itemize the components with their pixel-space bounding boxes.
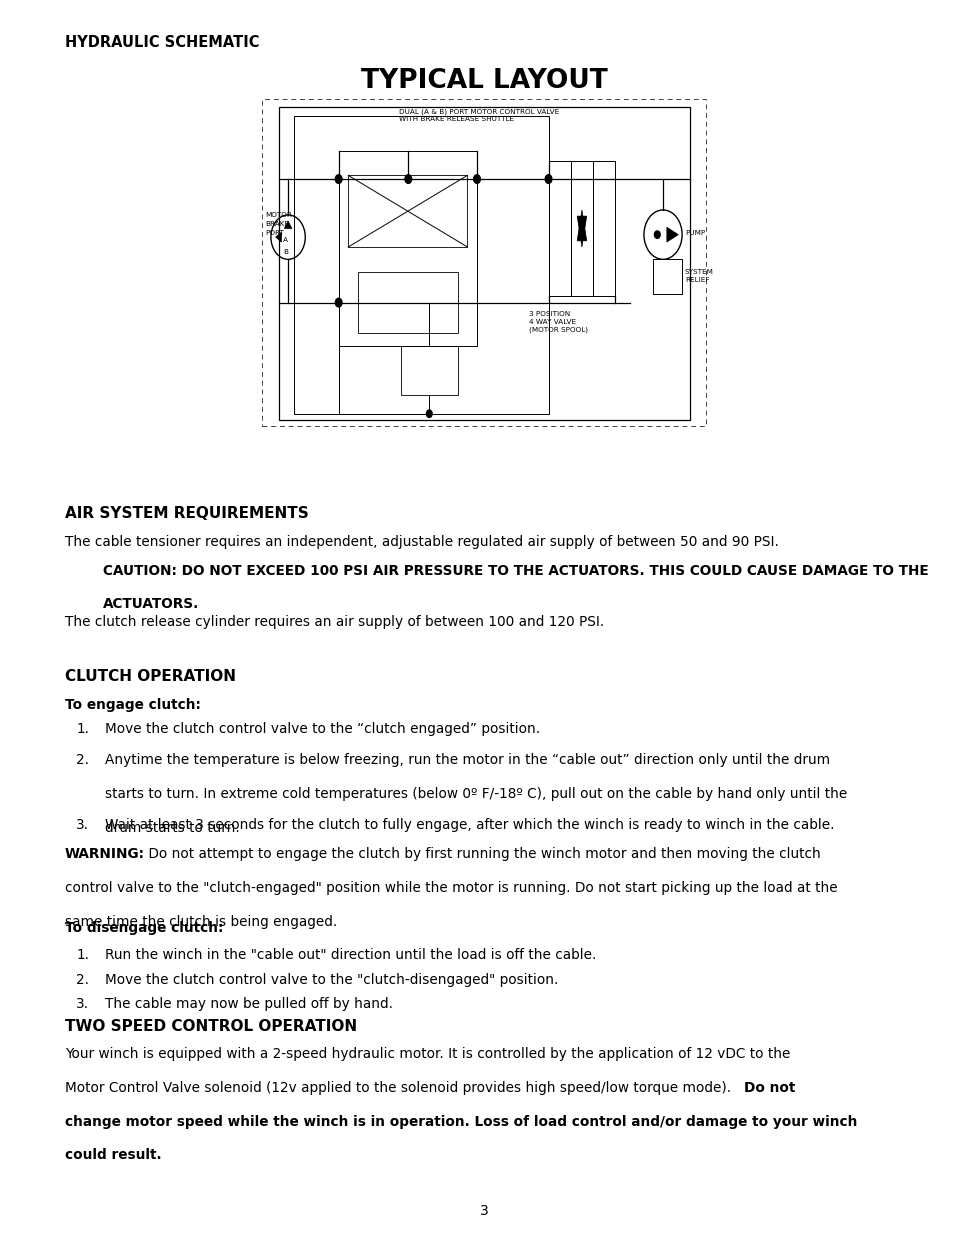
Text: change motor speed while the winch is in operation. Loss of load control and/or : change motor speed while the winch is in…: [65, 1115, 857, 1129]
Bar: [400, 346, 457, 395]
Polygon shape: [666, 227, 678, 242]
Polygon shape: [284, 221, 292, 228]
Text: A: A: [283, 237, 288, 243]
Circle shape: [426, 410, 432, 417]
Text: 3.: 3.: [76, 818, 90, 831]
Text: B: B: [283, 249, 288, 256]
Text: To engage clutch:: To engage clutch:: [65, 698, 200, 711]
Text: (MOTOR SPOOL): (MOTOR SPOOL): [529, 326, 588, 332]
Text: HYDRAULIC SCHEMATIC: HYDRAULIC SCHEMATIC: [65, 35, 259, 49]
Text: TYPICAL LAYOUT: TYPICAL LAYOUT: [361, 68, 607, 94]
Polygon shape: [577, 210, 586, 241]
Text: 3.: 3.: [76, 997, 90, 1010]
Text: Move the clutch control valve to the “clutch engaged” position.: Move the clutch control valve to the “cl…: [105, 722, 539, 736]
Text: Do not attempt to engage the clutch by first running the winch motor and then mo: Do not attempt to engage the clutch by f…: [144, 847, 820, 861]
Text: Motor Control Valve solenoid (12v applied to the solenoid provides high speed/lo: Motor Control Valve solenoid (12v applie…: [65, 1081, 735, 1095]
Text: The cable may now be pulled off by hand.: The cable may now be pulled off by hand.: [105, 997, 393, 1010]
Circle shape: [335, 299, 341, 308]
Text: 4 WAY VALVE: 4 WAY VALVE: [529, 319, 576, 325]
Text: control valve to the "clutch-engaged" position while the motor is running. Do no: control valve to the "clutch-engaged" po…: [65, 881, 837, 895]
Text: AIR SYSTEM REQUIREMENTS: AIR SYSTEM REQUIREMENTS: [65, 506, 309, 521]
Polygon shape: [577, 216, 586, 247]
Text: drum starts to turn.: drum starts to turn.: [105, 821, 239, 835]
Text: WITH BRAKE RELEASE SHUTTLE: WITH BRAKE RELEASE SHUTTLE: [398, 116, 514, 122]
Text: starts to turn. In extreme cold temperatures (below 0º F/-18º C), pull out on th: starts to turn. In extreme cold temperat…: [105, 787, 846, 802]
Text: 1.: 1.: [76, 722, 90, 736]
Circle shape: [654, 231, 659, 238]
Text: Run the winch in the "cable out" direction until the load is off the cable.: Run the winch in the "cable out" directi…: [105, 948, 596, 962]
Text: MOTOR: MOTOR: [265, 212, 292, 219]
Text: CLUTCH OPERATION: CLUTCH OPERATION: [65, 669, 235, 684]
Bar: [653, 259, 681, 294]
Text: SYSTEM: SYSTEM: [684, 269, 713, 275]
Text: 3: 3: [479, 1204, 489, 1218]
Text: ACTUATORS.: ACTUATORS.: [103, 597, 199, 611]
Text: 2.: 2.: [76, 973, 90, 987]
Text: RELIEF: RELIEF: [684, 277, 709, 283]
Circle shape: [335, 175, 341, 184]
Text: Wait at least 3 seconds for the clutch to fully engage, after which the winch is: Wait at least 3 seconds for the clutch t…: [105, 818, 834, 831]
Text: same time the clutch is being engaged.: same time the clutch is being engaged.: [65, 915, 336, 929]
Text: 1.: 1.: [76, 948, 90, 962]
Text: BRAKE: BRAKE: [265, 221, 289, 227]
Text: TWO SPEED CONTROL OPERATION: TWO SPEED CONTROL OPERATION: [65, 1019, 356, 1034]
Circle shape: [544, 175, 551, 184]
Text: PORT: PORT: [265, 230, 284, 236]
Text: CAUTION: DO NOT EXCEED 100 PSI AIR PRESSURE TO THE ACTUATORS. THIS COULD CAUSE D: CAUTION: DO NOT EXCEED 100 PSI AIR PRESS…: [103, 564, 927, 578]
Text: The cable tensioner requires an independent, adjustable regulated air supply of : The cable tensioner requires an independ…: [65, 535, 778, 548]
Text: PUMP: PUMP: [684, 230, 704, 236]
Text: 2.: 2.: [76, 753, 90, 767]
Text: WARNING:: WARNING:: [65, 847, 145, 861]
Text: Do not: Do not: [743, 1081, 795, 1095]
Circle shape: [473, 175, 479, 184]
Text: Anytime the temperature is below freezing, run the motor in the “cable out” dire: Anytime the temperature is below freezin…: [105, 753, 829, 767]
Text: DUAL (A & B) PORT MOTOR CONTROL VALVE: DUAL (A & B) PORT MOTOR CONTROL VALVE: [398, 109, 558, 115]
Polygon shape: [275, 232, 281, 242]
Text: Your winch is equipped with a 2-speed hydraulic motor. It is controlled by the a: Your winch is equipped with a 2-speed hy…: [65, 1047, 789, 1061]
Text: 3 POSITION: 3 POSITION: [529, 311, 570, 317]
Text: could result.: could result.: [65, 1149, 161, 1162]
Text: To disengage clutch:: To disengage clutch:: [65, 921, 223, 935]
Text: Move the clutch control valve to the "clutch-disengaged" position.: Move the clutch control valve to the "cl…: [105, 973, 558, 987]
Text: The clutch release cylinder requires an air supply of between 100 and 120 PSI.: The clutch release cylinder requires an …: [65, 615, 603, 629]
Circle shape: [404, 175, 412, 184]
